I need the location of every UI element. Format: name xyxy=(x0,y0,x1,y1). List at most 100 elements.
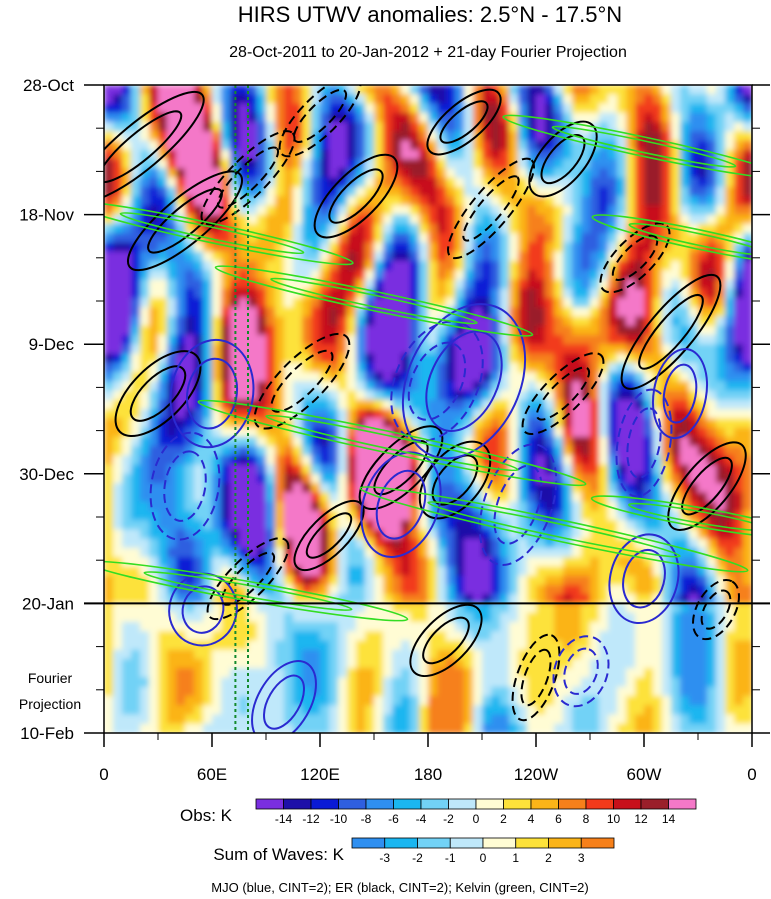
heatmap-cell xyxy=(491,168,501,179)
heatmap-cell xyxy=(257,686,267,697)
heatmap-cell xyxy=(491,140,501,151)
heatmap-cell xyxy=(680,94,690,105)
heatmap-cell xyxy=(509,436,519,447)
heatmap-cell xyxy=(365,547,375,558)
heatmap-cell xyxy=(212,186,222,197)
heatmap-cell xyxy=(284,575,294,586)
heatmap-cell xyxy=(365,112,375,123)
heatmap-cell xyxy=(275,112,285,123)
heatmap-cell xyxy=(482,149,492,160)
heatmap-cell xyxy=(455,714,465,725)
heatmap-cell xyxy=(590,103,600,114)
heatmap-cell xyxy=(725,196,735,207)
heatmap-cell xyxy=(554,621,564,632)
heatmap-cell xyxy=(536,538,546,549)
heatmap-cell xyxy=(266,260,276,271)
heatmap-cell xyxy=(158,279,168,290)
heatmap-cell xyxy=(644,668,654,679)
heatmap-cell xyxy=(329,705,339,716)
heatmap-cell xyxy=(329,334,339,345)
heatmap-cell xyxy=(167,297,177,308)
heatmap-cell xyxy=(725,223,735,234)
heatmap-cell xyxy=(446,362,456,373)
heatmap-cell xyxy=(608,705,618,716)
heatmap-cell xyxy=(626,223,636,234)
heatmap-cell xyxy=(527,483,537,494)
heatmap-cell xyxy=(338,631,348,642)
heatmap-cell xyxy=(419,492,429,503)
heatmap-cell xyxy=(626,205,636,216)
heatmap-cell xyxy=(419,288,429,299)
heatmap-cell xyxy=(113,538,123,549)
heatmap-cell xyxy=(626,594,636,605)
heatmap-cell xyxy=(509,473,519,484)
heatmap-cell xyxy=(446,196,456,207)
heatmap-cell xyxy=(680,85,690,96)
heatmap-cell xyxy=(518,557,528,568)
heatmap-cell xyxy=(419,196,429,207)
heatmap-cell xyxy=(104,658,114,669)
heatmap-cell xyxy=(455,168,465,179)
heatmap-cell xyxy=(365,131,375,142)
heatmap-cell xyxy=(302,381,312,392)
heatmap-cell xyxy=(275,714,285,725)
heatmap-cell xyxy=(563,344,573,355)
heatmap-cell xyxy=(203,501,213,512)
heatmap-cell xyxy=(194,538,204,549)
heatmap-cell xyxy=(617,483,627,494)
heatmap-cell xyxy=(131,186,141,197)
heatmap-cell xyxy=(104,631,114,642)
heatmap-cell xyxy=(221,214,231,225)
heatmap-cell xyxy=(536,557,546,568)
heatmap-cell xyxy=(122,103,132,114)
heatmap-cell xyxy=(239,94,249,105)
heatmap-cell xyxy=(293,177,303,188)
heatmap-cell xyxy=(644,547,654,558)
heatmap-cell xyxy=(302,436,312,447)
heatmap-cell xyxy=(716,214,726,225)
heatmap-cell xyxy=(491,677,501,688)
heatmap-cell xyxy=(437,547,447,558)
heatmap-cell xyxy=(203,270,213,281)
heatmap-cell xyxy=(635,575,645,586)
heatmap-cell xyxy=(167,510,177,521)
heatmap-cell xyxy=(689,177,699,188)
heatmap-cell xyxy=(140,168,150,179)
heatmap-cell xyxy=(158,149,168,160)
heatmap-cell xyxy=(500,325,510,336)
heatmap-cell xyxy=(563,85,573,96)
heatmap-cell xyxy=(725,492,735,503)
heatmap-cell xyxy=(383,251,393,262)
heatmap-cell xyxy=(743,334,752,345)
heatmap-cell xyxy=(176,547,186,558)
heatmap-cell xyxy=(536,94,546,105)
heatmap-cell xyxy=(131,251,141,262)
heatmap-cell xyxy=(365,334,375,345)
heatmap-cell xyxy=(734,668,744,679)
heatmap-cell xyxy=(149,714,159,725)
heatmap-cell xyxy=(446,186,456,197)
heatmap-cell xyxy=(410,446,420,457)
heatmap-cell xyxy=(320,538,330,549)
heatmap-cell xyxy=(185,168,195,179)
heatmap-cell xyxy=(221,520,231,531)
heatmap-cell xyxy=(266,186,276,197)
heatmap-cell xyxy=(194,557,204,568)
heatmap-cell xyxy=(572,686,582,697)
heatmap-cell xyxy=(734,390,744,401)
heatmap-cell xyxy=(698,594,708,605)
heatmap-cell xyxy=(653,640,663,651)
heatmap-cell xyxy=(518,205,528,216)
heatmap-cell xyxy=(392,705,402,716)
heatmap-cell xyxy=(725,501,735,512)
heatmap-cell xyxy=(671,159,681,170)
heatmap-cell xyxy=(167,103,177,114)
heatmap-cell xyxy=(635,584,645,595)
heatmap-cell xyxy=(689,658,699,669)
heatmap-cell xyxy=(527,251,537,262)
heatmap-cell xyxy=(257,714,267,725)
heatmap-cell xyxy=(347,233,357,244)
heatmap-cell xyxy=(221,547,231,558)
heatmap-cell xyxy=(581,362,591,373)
heatmap-cell xyxy=(599,297,609,308)
